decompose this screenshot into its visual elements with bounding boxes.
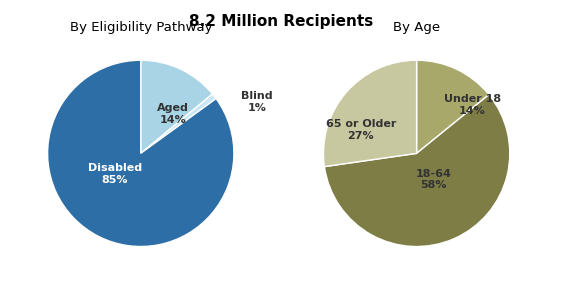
- Text: 8.2 Million Recipients: 8.2 Million Recipients: [189, 14, 374, 29]
- Wedge shape: [48, 60, 234, 247]
- Wedge shape: [141, 60, 212, 153]
- Text: Blind
1%: Blind 1%: [242, 91, 273, 113]
- Wedge shape: [141, 94, 216, 153]
- Wedge shape: [417, 60, 489, 153]
- Title: By Age: By Age: [393, 21, 440, 34]
- Text: 65 or Older
27%: 65 or Older 27%: [325, 119, 396, 141]
- Text: Aged
14%: Aged 14%: [158, 103, 189, 125]
- Wedge shape: [324, 95, 510, 247]
- Title: By Eligibility Pathway: By Eligibility Pathway: [69, 21, 212, 34]
- Text: 18-64
58%: 18-64 58%: [415, 169, 452, 190]
- Text: Under 18
14%: Under 18 14%: [444, 94, 501, 116]
- Text: Disabled
85%: Disabled 85%: [88, 163, 142, 185]
- Wedge shape: [324, 60, 417, 167]
